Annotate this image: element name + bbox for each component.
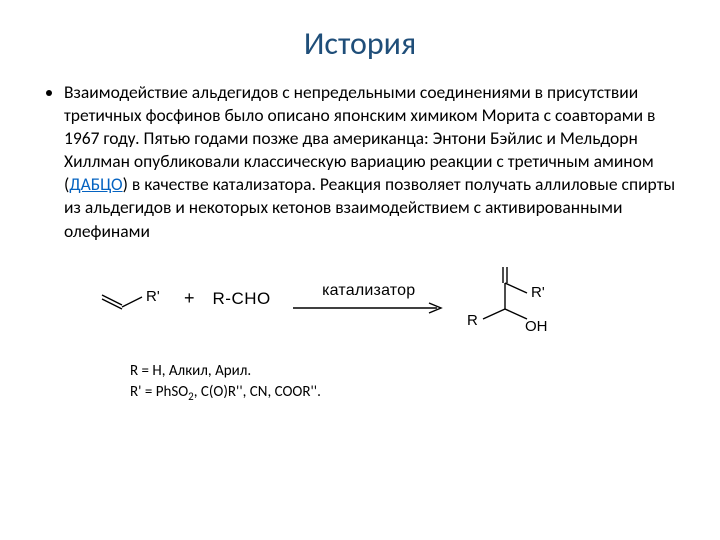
reaction-arrow-block: катализатор — [291, 282, 447, 315]
reaction-scheme: R' + R-CHO катализатор R' — [96, 265, 680, 333]
product-r-label: R — [467, 312, 478, 329]
substituent-legend: R = H, Алкил, Арил. R' = PhSO2, C(O)R'',… — [130, 361, 680, 404]
slide-container: История Взаимодействие альдегидов с непр… — [0, 0, 720, 540]
product-rprime-label: R' — [531, 284, 545, 301]
alkene-rprime-label: R' — [146, 288, 160, 305]
legend-line-1: R = H, Алкил, Арил. — [130, 361, 680, 382]
body-text-after: ) в качестве катализатора. Реакция позво… — [64, 173, 675, 241]
body-list: Взаимодействие альдегидов с непредельным… — [40, 81, 680, 243]
alkene-reagent: R' — [96, 281, 166, 317]
dabco-link[interactable]: ДАБЦО — [69, 173, 122, 195]
slide-title: История — [40, 24, 680, 63]
product-structure: R' R OH — [467, 265, 559, 333]
aldehyde-reagent: R-CHO — [213, 289, 271, 309]
plus-sign: + — [184, 288, 195, 309]
legend-line2-post: , C(O)R'', CN, COOR''. — [194, 383, 321, 401]
legend-line2-pre: R' = PhSO — [130, 383, 188, 401]
reaction-arrow-icon — [291, 301, 447, 315]
legend-line-2: R' = PhSO2, C(O)R'', CN, COOR''. — [130, 382, 680, 404]
catalyst-label: катализатор — [322, 282, 415, 300]
body-bullet: Взаимодействие альдегидов с непредельным… — [64, 81, 680, 243]
product-oh-label: OH — [525, 318, 548, 335]
